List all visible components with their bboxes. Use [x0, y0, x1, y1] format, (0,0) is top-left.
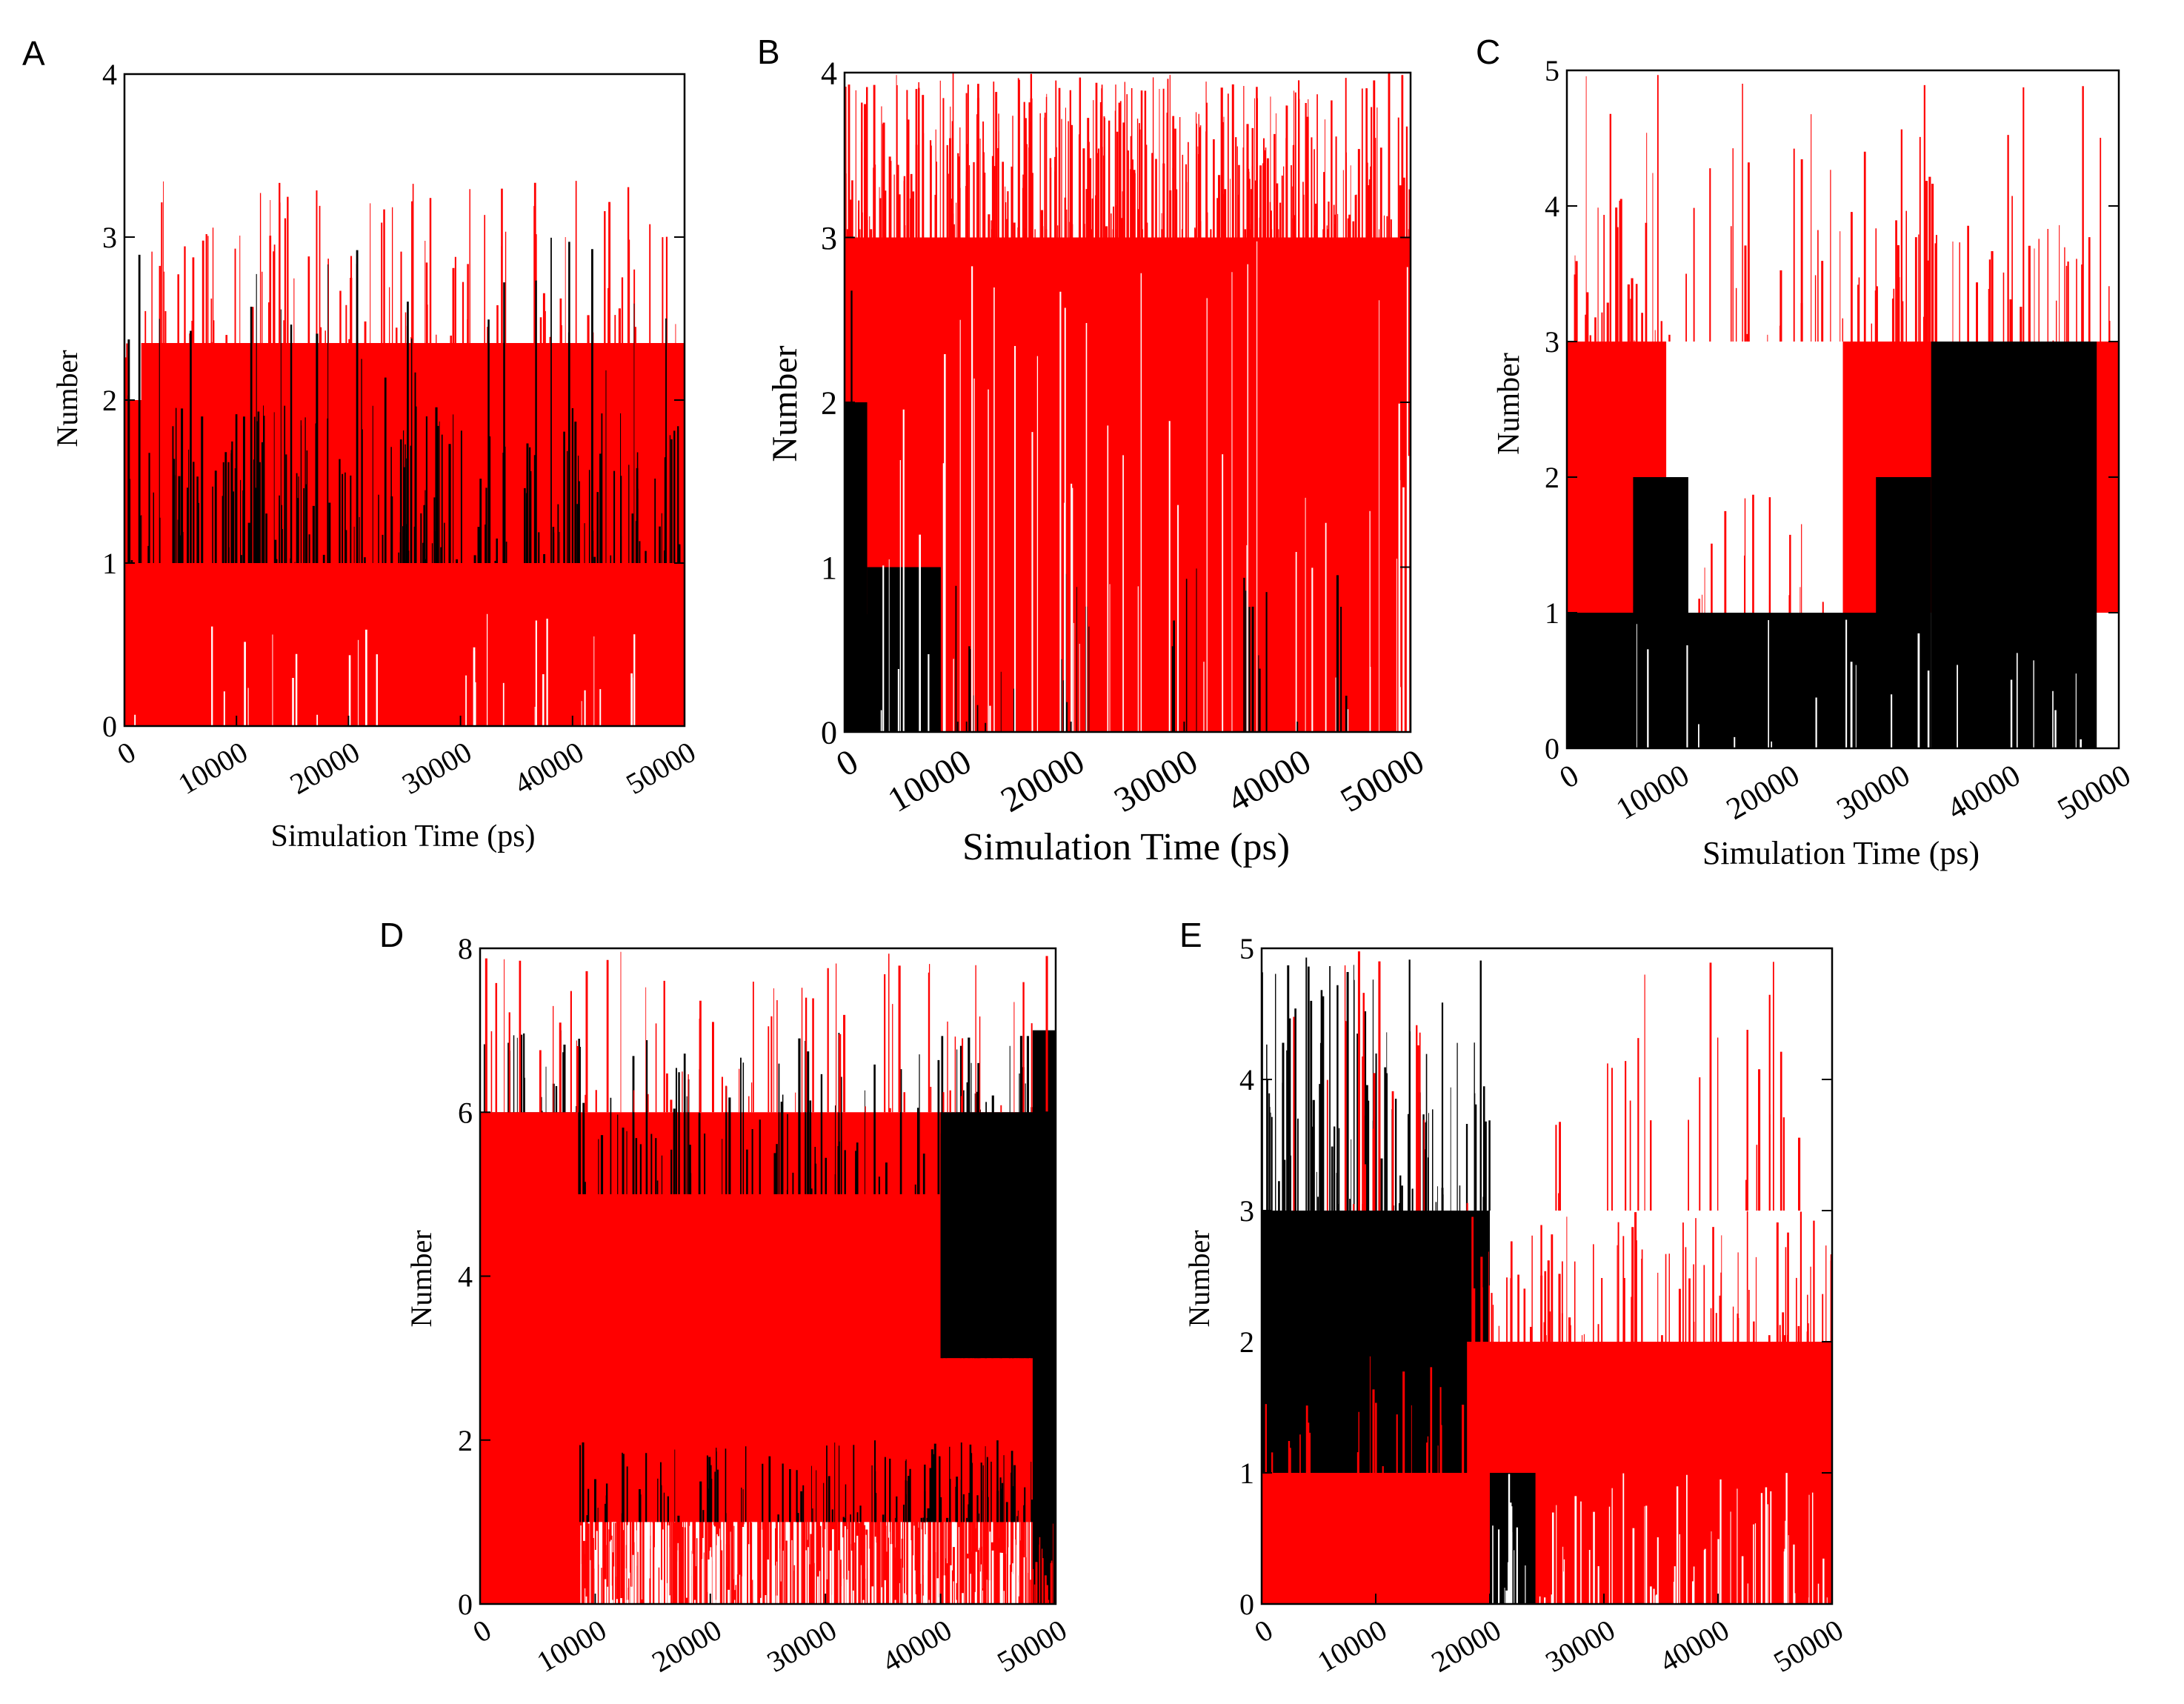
- x-tick-label: 30000: [1831, 759, 1916, 827]
- x-tick-label: 40000: [876, 1613, 957, 1679]
- plot-frame: [1565, 69, 2120, 750]
- plot-frame: [1260, 947, 1834, 1605]
- x-tick-label: 0: [1554, 759, 1585, 796]
- x-tick-label: 50000: [620, 735, 701, 801]
- plot-area-d: [479, 947, 1057, 1605]
- series-band: [1876, 477, 1931, 613]
- x-tick-label: 50000: [2052, 759, 2137, 827]
- series-layers-d: [480, 951, 1056, 1604]
- panel-letter-a: A: [22, 34, 45, 73]
- y-tick-label: 0: [821, 714, 837, 751]
- x-tick-label: 30000: [396, 735, 477, 801]
- x-tick-label: 20000: [1425, 1613, 1506, 1679]
- series-layers-a: [124, 181, 685, 726]
- series-layers-e: [1262, 951, 1832, 1604]
- x-tick-label: 0: [467, 1613, 497, 1649]
- series-layers-b: [845, 73, 1411, 732]
- x-tick-label: 0: [830, 742, 865, 785]
- x-axis-title-a: Simulation Time (ps): [270, 819, 535, 853]
- x-tick-label: 30000: [1108, 742, 1204, 820]
- x-tick-label: 10000: [531, 1613, 612, 1679]
- y-tick-label: 0: [458, 1588, 473, 1621]
- x-tick-label: 40000: [1221, 742, 1317, 820]
- y-tick-label: 2: [102, 384, 117, 417]
- y-tick-label: 2: [821, 385, 837, 421]
- y-tick-label: 0: [1239, 1588, 1254, 1621]
- x-axis-title-b: Simulation Time (ps): [962, 826, 1290, 868]
- plot-area-a: [123, 73, 686, 728]
- series-layers-c: [1567, 75, 2119, 748]
- y-axis-title-b: Number: [765, 345, 805, 462]
- y-tick-label: 3: [102, 221, 117, 254]
- x-tick-label: 0: [1249, 1613, 1279, 1649]
- x-tick-label: 20000: [284, 735, 365, 801]
- panel-letter-d: D: [379, 916, 404, 954]
- x-tick-label: 20000: [994, 742, 1091, 820]
- x-ticks-b: 0 10000 20000 30000 40000 50000: [830, 722, 1431, 820]
- y-tick-label: 8: [458, 932, 473, 965]
- plot-area-e: [1260, 947, 1834, 1605]
- x-tick-label: 30000: [762, 1613, 842, 1679]
- y-axis-title-d: Number: [404, 1230, 438, 1327]
- x-tick-label: 20000: [646, 1613, 727, 1679]
- y-tick-label: 1: [821, 550, 837, 586]
- y-tick-label: 4: [1545, 190, 1559, 223]
- y-tick-label: 4: [458, 1260, 473, 1294]
- x-ticks-c: 0 10000 20000 30000 40000 50000: [1554, 738, 2137, 827]
- y-ticks-a: 0 1 2 3 4: [102, 58, 685, 743]
- y-ticks-e: 0 1 2 3 4 5: [1239, 932, 1832, 1621]
- x-tick-label: 50000: [1334, 742, 1431, 820]
- y-ticks-b: 0 1 2 3 4: [821, 55, 1411, 751]
- x-tick-label: 10000: [1311, 1613, 1392, 1679]
- panel-b: B 0 1 2 3 4 0 10000 20000 30000 40000 50000 Numbe…: [757, 33, 1431, 868]
- y-tick-label: 2: [1239, 1325, 1254, 1359]
- panel-letter-e: E: [1179, 916, 1202, 954]
- x-tick-label: 40000: [508, 735, 589, 801]
- panel-letter-b: B: [757, 33, 780, 71]
- x-tick-label: 10000: [173, 735, 253, 801]
- y-tick-label: 5: [1545, 54, 1559, 87]
- panel-c: C 0 1 2 3 4 5 0 10000 20000 30000 40000 50000 Numb…: [1476, 33, 2137, 871]
- y-tick-label: 0: [1545, 732, 1559, 765]
- plot-area-b: [843, 71, 1412, 733]
- x-tick-label: 20000: [1721, 759, 1805, 827]
- x-tick-label: 40000: [1942, 759, 2026, 827]
- x-tick-label: 10000: [1611, 759, 1695, 827]
- y-tick-label: 1: [1239, 1457, 1254, 1490]
- y-tick-label: 5: [1239, 932, 1254, 965]
- y-ticks-c: 0 1 2 3 4 5: [1545, 54, 2119, 765]
- x-tick-label: 30000: [1539, 1613, 1620, 1679]
- panel-a: A 0 1 2 3 4 0 10000 20000 30000 40000 50000 Numbe…: [22, 34, 702, 853]
- y-tick-label: 1: [1545, 596, 1559, 630]
- y-tick-label: 2: [458, 1424, 473, 1457]
- y-tick-label: 1: [102, 547, 117, 580]
- x-ticks-a: 0 10000 20000 30000 40000 50000: [112, 716, 702, 801]
- x-axis-title-c: Simulation Time (ps): [1702, 835, 1980, 871]
- y-tick-label: 4: [1239, 1063, 1254, 1096]
- series-band: [124, 563, 685, 726]
- y-ticks-d: 0 2 4 6 8: [458, 932, 1056, 1621]
- panel-d: D 0 2 4 6 8 0 10000 20000 30000 40000 50000 Numbe…: [379, 916, 1073, 1679]
- y-tick-label: 3: [1239, 1194, 1254, 1228]
- x-ticks-e: 0 10000 20000 30000 40000 50000: [1249, 1594, 1849, 1679]
- y-axis-title-a: Number: [50, 350, 84, 447]
- x-tick-label: 50000: [991, 1613, 1072, 1679]
- y-tick-label: 4: [102, 58, 117, 91]
- x-ticks-d: 0 10000 20000 30000 40000 50000: [467, 1594, 1073, 1679]
- y-tick-label: 0: [102, 710, 117, 743]
- y-axis-title-c: Number: [1492, 353, 1526, 455]
- y-tick-label: 3: [821, 220, 837, 256]
- panel-letter-c: C: [1476, 33, 1500, 71]
- y-tick-label: 3: [1545, 325, 1559, 359]
- y-tick-label: 4: [821, 55, 837, 91]
- y-tick-label: 6: [458, 1096, 473, 1129]
- y-tick-label: 2: [1545, 461, 1559, 494]
- x-tick-label: 0: [112, 735, 142, 771]
- x-tick-label: 10000: [881, 742, 977, 820]
- plot-area-c: [1565, 69, 2120, 750]
